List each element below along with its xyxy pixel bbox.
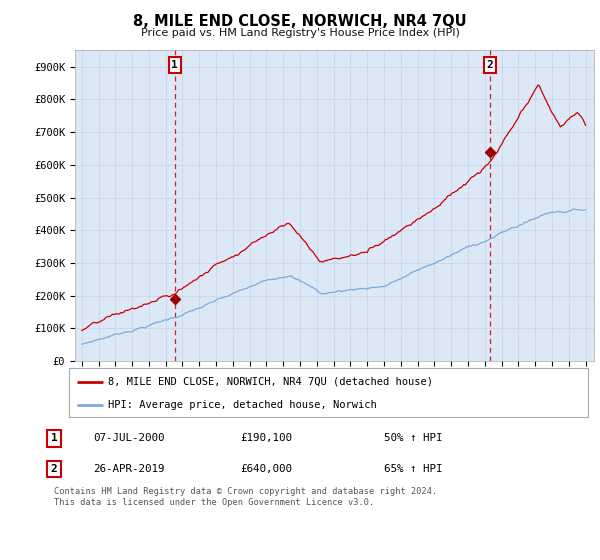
- Text: 1: 1: [172, 60, 178, 70]
- Text: Price paid vs. HM Land Registry's House Price Index (HPI): Price paid vs. HM Land Registry's House …: [140, 28, 460, 38]
- Text: 50% ↑ HPI: 50% ↑ HPI: [384, 433, 443, 443]
- Text: 1: 1: [50, 433, 58, 443]
- Text: £190,100: £190,100: [240, 433, 292, 443]
- Text: 8, MILE END CLOSE, NORWICH, NR4 7QU: 8, MILE END CLOSE, NORWICH, NR4 7QU: [133, 14, 467, 29]
- Text: 07-JUL-2000: 07-JUL-2000: [93, 433, 164, 443]
- Text: Contains HM Land Registry data © Crown copyright and database right 2024.
This d: Contains HM Land Registry data © Crown c…: [54, 487, 437, 507]
- Text: 2: 2: [487, 60, 494, 70]
- Text: 2: 2: [50, 464, 58, 474]
- Text: HPI: Average price, detached house, Norwich: HPI: Average price, detached house, Norw…: [108, 400, 377, 410]
- Text: 65% ↑ HPI: 65% ↑ HPI: [384, 464, 443, 474]
- Text: £640,000: £640,000: [240, 464, 292, 474]
- Text: 26-APR-2019: 26-APR-2019: [93, 464, 164, 474]
- Text: 8, MILE END CLOSE, NORWICH, NR4 7QU (detached house): 8, MILE END CLOSE, NORWICH, NR4 7QU (det…: [108, 377, 433, 387]
